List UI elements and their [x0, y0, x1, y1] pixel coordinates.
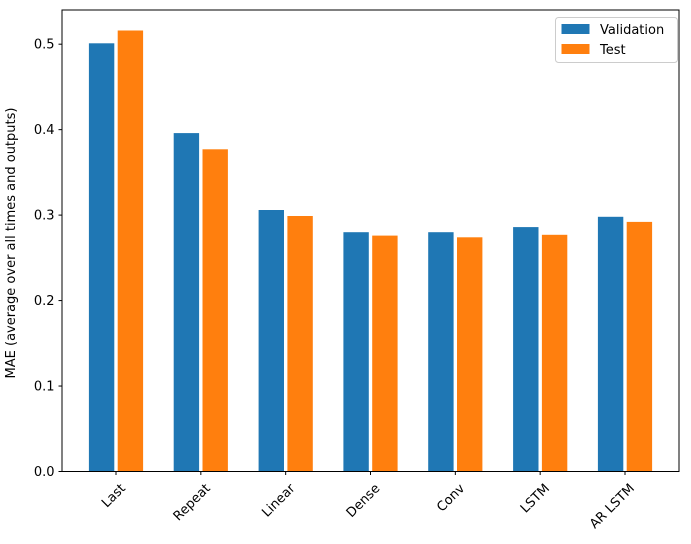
bar-validation-repeat — [173, 133, 200, 472]
bar-validation-linear — [258, 210, 284, 472]
legend-swatch-validation — [561, 24, 590, 34]
x-tick-label-linear: Linear — [259, 481, 299, 521]
bar-test-linear — [287, 216, 313, 472]
bars-layer — [88, 30, 653, 472]
bar-validation-lstm — [513, 227, 539, 472]
x-tick-label-lstm: LSTM — [518, 481, 553, 516]
x-tick-label-last: Last — [99, 481, 129, 511]
bar-test-repeat — [202, 149, 228, 472]
x-tick-label-repeat: Repeat — [171, 481, 214, 524]
y-tick-label-0.1: 0.1 — [34, 380, 55, 395]
bar-test-ar-lstm — [626, 221, 653, 472]
y-axis-label: MAE (average over all times and outputs) — [4, 108, 19, 379]
y-tick-label-0.3: 0.3 — [34, 209, 55, 224]
bar-validation-last — [88, 43, 115, 472]
y-tick-label-0.5: 0.5 — [34, 38, 55, 53]
y-tick-label-0.4: 0.4 — [34, 123, 55, 138]
bar-test-dense — [372, 235, 398, 472]
bar-validation-dense — [343, 232, 369, 472]
bar-validation-conv — [428, 232, 454, 472]
y-tick-label-0.0: 0.0 — [34, 465, 55, 480]
legend-label-test: Test — [599, 43, 626, 58]
y-tick-label-0.2: 0.2 — [34, 294, 55, 309]
x-tick-label-conv: Conv — [434, 481, 468, 515]
plot-border — [61, 9, 680, 472]
bar-test-lstm — [541, 234, 568, 472]
legend-swatch-test — [561, 44, 590, 54]
bar-test-last — [117, 30, 144, 472]
bar-test-conv — [457, 237, 483, 472]
legend-label-validation: Validation — [600, 23, 664, 38]
bar-validation-ar-lstm — [597, 216, 624, 472]
x-tick-label-dense: Dense — [344, 481, 384, 521]
legend: Validation Test — [555, 17, 678, 63]
x-tick-label-ar-lstm: AR LSTM — [587, 481, 638, 532]
